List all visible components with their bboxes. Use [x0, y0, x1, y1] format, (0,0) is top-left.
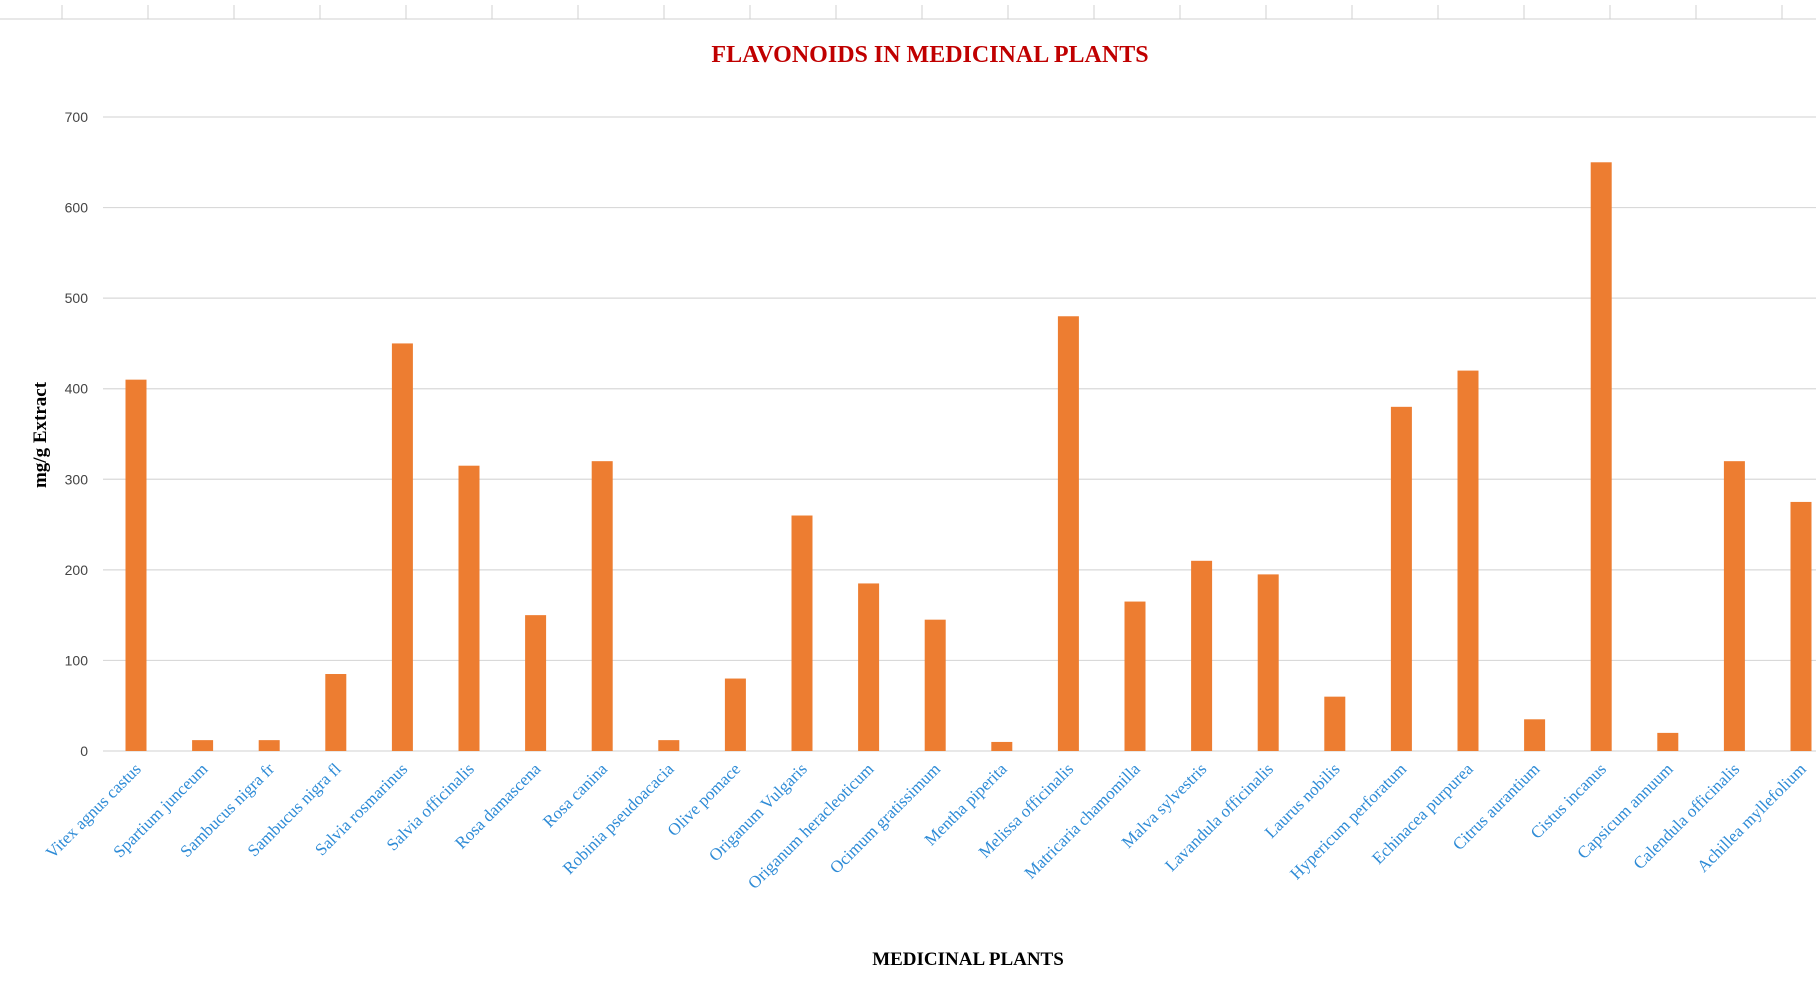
bar: [125, 379, 147, 751]
bar: [1723, 461, 1745, 751]
bars: [125, 162, 1812, 752]
x-tick-label: Hypericum perforatum: [1286, 759, 1410, 883]
bar: [1790, 501, 1812, 751]
bar: [1324, 696, 1346, 751]
chart-title: FLAVONOIDS IN MEDICINAL PLANTS: [711, 42, 1148, 68]
x-tick-label: Robinia pseudoacacia: [559, 759, 678, 878]
x-tick-label: Achillea myllefolium: [1693, 759, 1810, 876]
bar: [724, 678, 746, 751]
bar: [1057, 316, 1079, 751]
gridlines: [103, 116, 1816, 752]
bar: [991, 741, 1013, 751]
bar: [591, 461, 613, 751]
bar: [1124, 601, 1146, 751]
y-axis-title: mg/g Extract: [30, 381, 51, 488]
bar: [391, 343, 413, 751]
bar: [1390, 406, 1412, 751]
y-tick-label: 500: [65, 290, 89, 306]
y-tick-label: 200: [65, 562, 89, 578]
bar: [325, 674, 347, 751]
bar: [1191, 560, 1213, 751]
y-tick-label: 300: [65, 471, 89, 487]
y-tick-label: 100: [65, 652, 89, 668]
x-tick-label: Rosa canina: [539, 759, 611, 831]
y-axis-ticks: 0 100 200 300 400 500 600 700: [65, 109, 89, 759]
y-tick-label: 600: [65, 200, 89, 216]
bar: [858, 583, 880, 751]
top-ruler: [0, 5, 1816, 20]
bar: [1257, 574, 1279, 751]
bar: [1590, 162, 1612, 752]
y-tick-label: 400: [65, 381, 89, 397]
x-tick-label: Ocimum gratissimum: [826, 759, 944, 877]
bar: [791, 515, 813, 751]
y-tick-label: 700: [65, 109, 89, 125]
bar: [1457, 370, 1479, 751]
x-tick-label: Origanum heracleoticum: [744, 759, 877, 892]
bar: [1657, 732, 1679, 751]
bar: [658, 740, 680, 751]
y-tick-label: 0: [80, 743, 88, 759]
x-tick-label: Matricaria chamomilla: [1021, 759, 1145, 883]
bar: [924, 619, 946, 751]
bar: [192, 740, 214, 751]
x-axis-title: MEDICINAL PLANTS: [872, 949, 1064, 970]
bar: [1524, 719, 1546, 751]
bar: [525, 615, 547, 751]
bar: [258, 740, 280, 751]
bar: [458, 465, 480, 751]
